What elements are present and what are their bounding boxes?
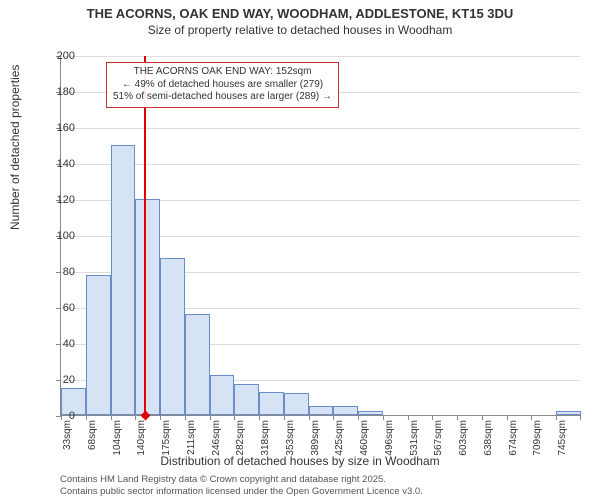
annotation-line: THE ACORNS OAK END WAY: 152sqm xyxy=(113,66,332,79)
chart-title: THE ACORNS, OAK END WAY, WOODHAM, ADDLES… xyxy=(0,0,600,21)
annotation-line: ← 49% of detached houses are smaller (27… xyxy=(113,79,332,92)
y-tick-label: 120 xyxy=(45,194,75,206)
x-tick-label: 68sqm xyxy=(87,420,98,460)
histogram-bar xyxy=(259,392,284,415)
x-tick-label: 246sqm xyxy=(211,420,222,460)
histogram-bar xyxy=(234,384,259,415)
chart-subtitle: Size of property relative to detached ho… xyxy=(0,23,600,37)
x-tick-label: 460sqm xyxy=(359,420,370,460)
histogram-bar xyxy=(333,406,358,415)
annotation-line: 51% of semi-detached houses are larger (… xyxy=(113,91,332,104)
x-tick-label: 140sqm xyxy=(136,420,147,460)
x-tick-label: 282sqm xyxy=(235,420,246,460)
x-tick xyxy=(580,415,581,420)
footer-attribution: Contains HM Land Registry data © Crown c… xyxy=(60,474,423,497)
y-tick-label: 20 xyxy=(45,374,75,386)
x-tick-label: 104sqm xyxy=(112,420,123,460)
x-tick-label: 318sqm xyxy=(260,420,271,460)
histogram-bar xyxy=(358,411,383,415)
x-tick-label: 496sqm xyxy=(384,420,395,460)
footer-line: Contains HM Land Registry data © Crown c… xyxy=(60,474,423,485)
y-tick-label: 60 xyxy=(45,302,75,314)
y-tick-label: 100 xyxy=(45,230,75,242)
chart-wrap: THE ACORNS, OAK END WAY, WOODHAM, ADDLES… xyxy=(0,0,600,500)
histogram-bar xyxy=(111,145,136,415)
x-tick-label: 567sqm xyxy=(433,420,444,460)
x-tick-label: 745sqm xyxy=(557,420,568,460)
histogram-bar xyxy=(185,314,210,415)
gridline xyxy=(61,164,580,165)
y-tick-label: 40 xyxy=(45,338,75,350)
y-tick-label: 160 xyxy=(45,122,75,134)
x-tick-label: 603sqm xyxy=(458,420,469,460)
x-tick-label: 389sqm xyxy=(310,420,321,460)
x-tick-label: 211sqm xyxy=(186,420,197,460)
x-tick-label: 674sqm xyxy=(508,420,519,460)
y-axis-label: Number of detached properties xyxy=(8,65,22,230)
histogram-bar xyxy=(86,275,111,415)
x-tick-label: 531sqm xyxy=(409,420,420,460)
histogram-bar xyxy=(556,411,581,415)
y-tick-label: 140 xyxy=(45,158,75,170)
histogram-bar xyxy=(160,258,185,415)
x-tick-label: 425sqm xyxy=(334,420,345,460)
y-tick-label: 180 xyxy=(45,86,75,98)
x-tick-label: 175sqm xyxy=(161,420,172,460)
marker-line xyxy=(144,56,146,415)
marker-annotation-box: THE ACORNS OAK END WAY: 152sqm← 49% of d… xyxy=(106,62,339,108)
plot-container: THE ACORNS OAK END WAY: 152sqm← 49% of d… xyxy=(60,56,580,416)
x-tick-label: 353sqm xyxy=(285,420,296,460)
x-tick-label: 33sqm xyxy=(62,420,73,460)
plot-area: THE ACORNS OAK END WAY: 152sqm← 49% of d… xyxy=(60,56,580,416)
histogram-bar xyxy=(284,393,309,415)
histogram-bar xyxy=(309,406,334,415)
y-tick-label: 80 xyxy=(45,266,75,278)
gridline xyxy=(61,56,580,57)
x-tick-label: 709sqm xyxy=(532,420,543,460)
footer-line: Contains public sector information licen… xyxy=(60,486,423,497)
histogram-bar xyxy=(135,199,160,415)
histogram-bar xyxy=(210,375,235,415)
y-tick-label: 200 xyxy=(45,50,75,62)
x-tick-label: 638sqm xyxy=(483,420,494,460)
gridline xyxy=(61,128,580,129)
